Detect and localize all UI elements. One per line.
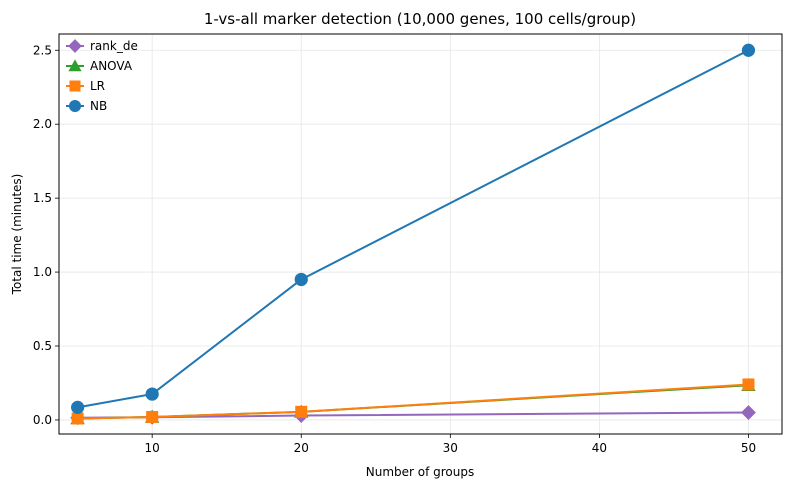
legend-entry-rank-de: rank_de: [66, 39, 138, 53]
data-point-lr: [71, 412, 84, 425]
x-axis-label: Number of groups: [366, 465, 475, 479]
x-tick-label: 20: [294, 441, 309, 455]
x-tick-label: 50: [741, 441, 756, 455]
y-tick-label: 2.0: [33, 117, 52, 131]
chart-title: 1-vs-all marker detection (10,000 genes,…: [204, 10, 636, 28]
y-tick-label: 1.0: [33, 265, 52, 279]
legend-label-anova: ANOVA: [90, 59, 133, 73]
data-point-lr: [146, 410, 159, 423]
series-lr: [71, 378, 755, 425]
y-axis-label: Total time (minutes): [10, 174, 24, 296]
data-point-nb: [294, 272, 308, 287]
series-nb: [71, 43, 756, 414]
y-tick-label: 1.5: [33, 191, 52, 205]
y-tick-label: 0.5: [33, 339, 52, 353]
series-line-lr: [77, 383, 749, 420]
plot-frame: [58, 33, 783, 435]
grid: [59, 34, 782, 434]
legend-marker-anova: [68, 59, 82, 72]
series-layer: [70, 43, 756, 426]
legend-marker-nb: [68, 99, 82, 113]
series-rank-de: [70, 405, 756, 426]
legend-entry-lr: LR: [66, 79, 105, 93]
data-point-lr: [295, 405, 308, 418]
x-tick-label: 10: [145, 441, 160, 455]
legend-label-lr: LR: [90, 79, 105, 93]
data-point-nb: [145, 387, 159, 401]
ticks: 10 20 30 40 50 0.0 0.5 1.0 1.5 2.0 2.5: [33, 43, 756, 455]
legend-marker-lr: [69, 80, 81, 92]
data-point-lr: [742, 378, 755, 391]
data-point-rank-de: [741, 405, 756, 420]
legend-label-nb: NB: [90, 99, 107, 113]
legend-entry-nb: NB: [66, 99, 107, 113]
data-point-nb: [71, 400, 85, 414]
legend: rank_de ANOVA LR NB: [66, 39, 138, 113]
legend-entry-anova: ANOVA: [66, 59, 133, 73]
data-point-nb: [741, 43, 756, 57]
series-line-nb: [77, 49, 749, 409]
legend-label-rank-de: rank_de: [90, 39, 138, 53]
y-tick-label: 2.5: [33, 43, 52, 57]
x-tick-label: 40: [592, 441, 607, 455]
y-tick-label: 0.0: [33, 413, 52, 427]
legend-marker-rank-de: [68, 39, 82, 53]
x-tick-label: 30: [443, 441, 458, 455]
